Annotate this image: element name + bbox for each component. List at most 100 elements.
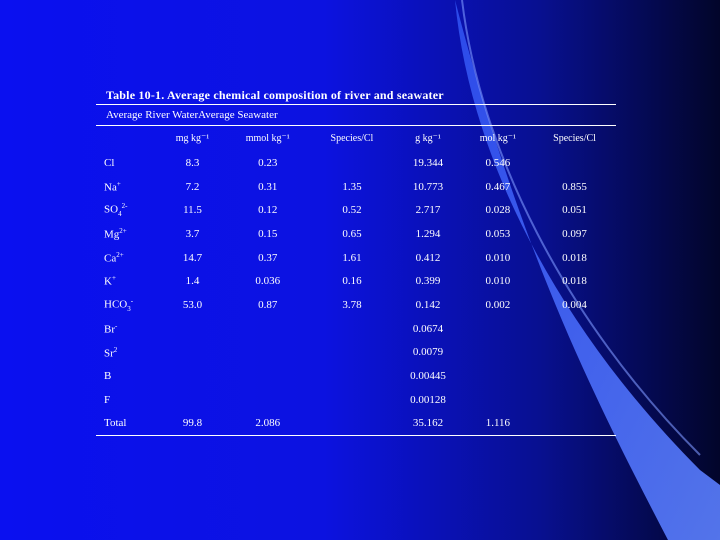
table-row: K+ 1.4 0.036 0.16 0.399 0.010 0.018 [96,269,616,293]
value-cell: 0.23 [258,156,278,169]
value-cell: 8.3 [185,156,200,169]
species-cell: Ca2+ [96,246,160,270]
subtitle-rule [96,125,616,126]
value-cell: 3.7 [185,227,200,240]
table-row: Na+ 7.2 0.31 1.35 10.773 0.467 0.855 [96,175,616,199]
value-cell: 1.294 [415,227,441,240]
value-cell: 0.467 [485,180,511,193]
value-cell: 0.004 [562,298,587,311]
species-name: Cl [104,156,115,169]
value-cell [225,364,310,388]
column-header: g kg⁻¹ [415,133,441,144]
value-cell: 0.855 [562,180,587,193]
species-name: HCO [104,298,128,311]
value-cell [310,411,394,437]
species-name: Ca [104,252,117,265]
value-cell [311,364,394,388]
species-cell: K+ [96,269,160,293]
value-cell: 0.15 [258,227,278,240]
value-cell [463,364,533,388]
column-header: mol kg⁻¹ [479,133,517,144]
value-cell: 0.546 [485,156,511,169]
value-cell: 0.097 [562,227,587,240]
species-cell: SO42- [96,198,160,222]
value-cell: 1.116 [462,411,534,437]
species-charge: 2+ [119,227,127,236]
value-cell [311,388,394,412]
value-cell: 7.2 [185,180,200,193]
value-cell: 0.002 [485,298,511,311]
value-cell: 0.0079 [412,346,444,359]
species-name: B [104,370,112,383]
species-cell: B [96,364,160,388]
value-cell: 0.65 [342,227,362,240]
table-row: F 0.00128 [96,388,616,412]
species-cell: Na+ [96,175,160,199]
column-header: Species/Cl [553,133,596,144]
table-row: Total 99.8 2.086 35.162 1.116 [96,411,616,437]
value-cell: 99.8 [160,411,226,437]
value-cell: 0.051 [562,204,587,217]
value-cell: 11.5 [183,204,202,217]
value-cell: 0.412 [415,251,441,264]
column-header: mmol kg⁻¹ [245,133,290,144]
value-cell: 0.52 [342,204,362,217]
species-name: Br [104,323,115,336]
species-charge: + [116,179,121,188]
value-cell: 3.78 [342,298,362,311]
table-title: Table 10-1. Average chemical composition… [106,88,444,102]
table-row: Cl 8.3 0.23 19.344 0.546 [96,151,616,175]
value-cell [225,388,310,412]
value-cell: 2.086 [225,411,311,437]
value-cell [160,364,225,388]
value-cell: 0.010 [485,275,511,288]
species-cell: F [96,388,160,412]
value-cell: 0.00445 [410,370,446,383]
value-cell [533,364,616,388]
value-cell: 1.4 [185,275,200,288]
species-name: K [104,276,112,289]
value-cell: 53.0 [182,298,203,311]
table-row: SO42- 11.5 0.12 0.52 2.717 0.028 0.051 [96,198,616,222]
species-charge: 2+ [116,250,124,259]
value-cell: 10.773 [412,180,444,193]
species-cell: Sr2 [96,341,160,365]
value-cell [533,388,616,412]
table-row: Mg2+ 3.7 0.15 0.65 1.294 0.053 0.097 [96,222,616,246]
species-charge: - [115,321,118,330]
value-cell [225,317,310,341]
species-charge: - [130,297,134,306]
value-cell [160,388,225,412]
column-header [96,126,160,151]
species-name: Total [104,417,127,430]
species-cell: Mg2+ [96,222,160,246]
value-cell: 0.16 [342,275,362,288]
species-cell: Cl [96,151,160,175]
value-cell: 2.717 [415,204,441,217]
table-body: Cl 8.3 0.23 19.344 0.546 Na+ 7.2 0.31 1.35 10.773… [96,151,616,437]
table-row: Sr2 0.0079 [96,341,616,365]
value-cell [463,341,533,365]
value-cell [463,317,533,341]
title-rule [96,104,616,105]
species-name: Mg [104,228,120,241]
species-name: Sr [104,347,114,360]
value-cell [533,317,616,341]
value-cell: 19.344 [412,156,444,169]
value-cell: 0.018 [562,275,587,288]
value-cell: 0.028 [485,204,511,217]
species-subscript: 4 [118,210,122,219]
value-cell: 35.162 [393,411,463,437]
value-cell: 0.00128 [410,393,446,406]
value-cell: 0.010 [485,251,511,264]
species-charge: + [111,274,116,283]
species-name: Na [104,181,117,194]
value-cell: 0.0674 [412,322,444,335]
species-charge: 2- [121,202,128,211]
value-cell [311,341,394,365]
species-charge: 2 [113,345,118,354]
value-cell [463,388,533,412]
slide-content: Table 10-1. Average chemical composition… [96,86,616,437]
value-cell: 1.61 [342,251,362,264]
